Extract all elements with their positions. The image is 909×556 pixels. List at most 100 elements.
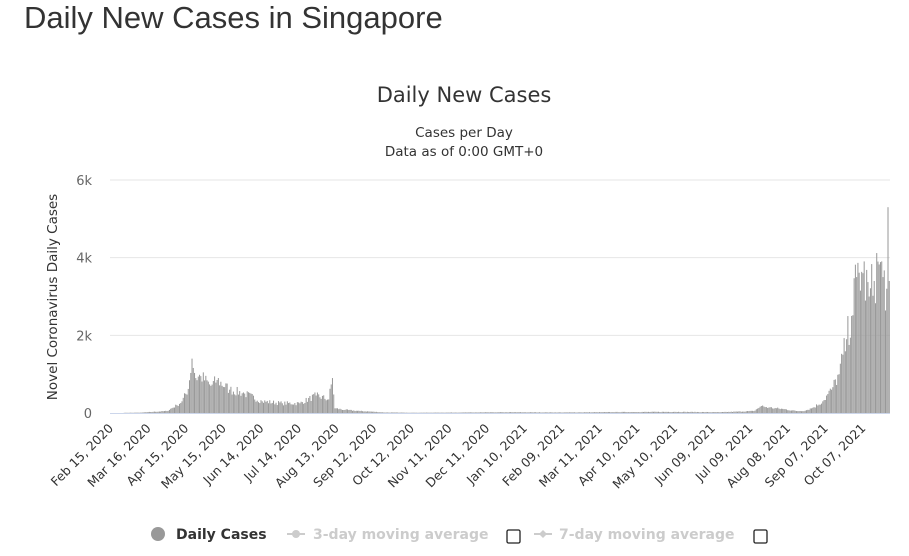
daily-cases-bar: [224, 387, 226, 413]
daily-cases-bar: [324, 398, 326, 413]
daily-cases-bar: [501, 412, 503, 413]
chart-title: Daily New Cases: [377, 83, 552, 107]
legend-label-7-day-average: 7-day moving average: [559, 527, 735, 543]
daily-cases-bar: [869, 288, 871, 413]
daily-cases-bar: [507, 412, 509, 413]
daily-cases-bar: [176, 405, 178, 413]
daily-cases-bar: [676, 412, 678, 413]
daily-cases-bar: [822, 401, 824, 413]
daily-cases-bar: [852, 315, 854, 413]
daily-cases-bar: [484, 412, 486, 413]
daily-cases-bar: [627, 412, 629, 413]
daily-cases-bar: [834, 379, 836, 413]
daily-cases-bar: [215, 382, 217, 413]
daily-cases-bar: [795, 411, 797, 413]
daily-cases-bar: [757, 408, 759, 413]
daily-cases-bar: [166, 411, 168, 413]
legend-item-daily-cases[interactable]: Daily Cases: [151, 527, 267, 543]
daily-cases-bar: [837, 374, 839, 413]
daily-cases-bar: [380, 412, 382, 413]
daily-cases-bar: [523, 412, 525, 413]
daily-cases-bar: [323, 395, 325, 413]
daily-cases-bar: [326, 399, 328, 413]
daily-cases-bar: [392, 412, 394, 413]
daily-cases-bar: [863, 261, 865, 413]
daily-cases-bar: [802, 411, 804, 413]
daily-cases-bar: [375, 411, 377, 413]
daily-cases-bar: [782, 408, 784, 413]
daily-cases-bar: [789, 410, 791, 413]
daily-cases-bar: [167, 410, 169, 413]
daily-cases-bar: [862, 273, 864, 413]
daily-cases-bar: [308, 397, 310, 413]
daily-cases-bar: [704, 412, 706, 413]
daily-cases-bar: [873, 280, 875, 413]
daily-cases-bar: [204, 380, 206, 413]
daily-cases-bar: [858, 272, 860, 413]
daily-cases-bar: [642, 411, 644, 413]
daily-cases-bar: [754, 410, 756, 413]
daily-cases-bar: [621, 411, 623, 413]
daily-cases-bar: [698, 412, 700, 413]
legend-item-3-day-average[interactable]: 3-day moving average: [287, 527, 521, 544]
daily-cases-bar: [390, 412, 392, 413]
daily-cases-bar: [242, 392, 244, 413]
daily-cases-bar: [150, 412, 152, 413]
daily-cases-bar: [510, 412, 512, 413]
daily-cases-bar: [778, 408, 780, 413]
daily-cases-bar: [646, 411, 648, 413]
daily-cases-bar: [660, 412, 662, 413]
y-gridlines: [110, 179, 890, 336]
daily-cases-bar: [171, 408, 173, 413]
daily-cases-bar: [719, 412, 721, 413]
daily-cases-bar: [374, 411, 376, 413]
daily-cases-bar: [497, 412, 499, 413]
daily-cases-bar: [708, 412, 710, 413]
daily-cases-bar: [362, 411, 364, 413]
daily-cases-bar: [237, 394, 239, 413]
daily-cases-series[interactable]: [123, 207, 890, 413]
daily-cases-bar: [536, 412, 538, 413]
daily-cases-bar: [693, 412, 695, 413]
daily-cases-bar: [488, 412, 490, 413]
daily-cases-bar: [276, 405, 278, 413]
daily-cases-bar: [283, 405, 285, 413]
daily-cases-bar: [191, 358, 193, 413]
daily-cases-bar: [196, 380, 198, 413]
daily-cases-bar: [683, 411, 685, 413]
daily-cases-bar: [705, 411, 707, 413]
daily-cases-bar: [735, 411, 737, 413]
daily-cases-bar: [723, 411, 725, 413]
daily-cases-bar: [779, 409, 781, 413]
daily-cases-bar: [567, 412, 569, 413]
legend-item-7-day-average[interactable]: 7-day moving average: [534, 527, 768, 544]
daily-cases-bar: [872, 295, 874, 413]
daily-cases-bar: [689, 412, 691, 413]
daily-cases-bar: [878, 264, 880, 413]
daily-cases-bar: [624, 411, 626, 413]
daily-cases-bar: [737, 411, 739, 413]
daily-cases-bar: [152, 411, 154, 413]
daily-cases-bar: [527, 412, 529, 413]
daily-cases-bar: [538, 412, 540, 413]
legend-checkbox-3-day-average[interactable]: [506, 529, 521, 544]
daily-cases-bar: [649, 411, 651, 413]
daily-cases-bar: [531, 412, 533, 413]
daily-cases-bar: [551, 412, 553, 413]
daily-cases-bar: [838, 374, 840, 413]
daily-cases-bar: [742, 411, 744, 413]
daily-cases-bar: [610, 412, 612, 413]
daily-cases-bar: [540, 412, 542, 413]
daily-cases-bar: [180, 403, 182, 413]
daily-cases-bar: [770, 407, 772, 413]
daily-cases-bar: [189, 380, 191, 413]
daily-cases-bar: [236, 386, 238, 413]
daily-cases-bar: [320, 398, 322, 413]
daily-cases-bar: [227, 392, 229, 413]
daily-cases-bar: [760, 406, 762, 413]
daily-cases-bar: [576, 412, 578, 413]
daily-cases-bar: [868, 296, 870, 413]
legend-checkbox-7-day-average[interactable]: [753, 529, 768, 544]
daily-cases-bar: [694, 411, 696, 413]
daily-cases-bar: [525, 412, 527, 413]
